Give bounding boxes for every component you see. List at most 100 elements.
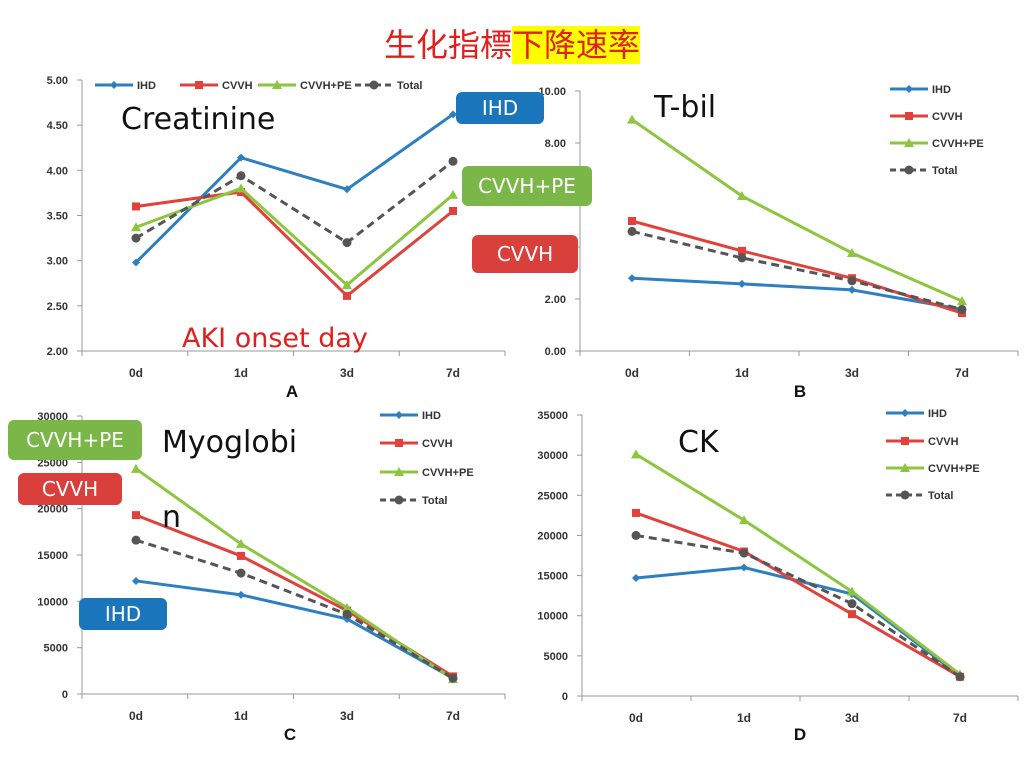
y-tick-label: 5000 [44, 643, 68, 655]
data-point [237, 153, 245, 162]
y-tick-label: 25000 [37, 457, 68, 469]
data-point [847, 586, 857, 596]
data-point [395, 411, 403, 419]
y-tick-label: 20000 [37, 504, 68, 516]
x-tick-label: 0d [129, 366, 143, 380]
y-tick-label: 5.00 [47, 75, 68, 87]
data-point [131, 222, 141, 232]
series-line-cvvh-pe [135, 186, 454, 288]
y-tick-label: 2.00 [545, 294, 566, 306]
x-tick-label: 1d [737, 711, 751, 725]
y-tick-label: 15000 [537, 571, 568, 583]
series-line-ihd [631, 276, 963, 311]
chart-B: 0.00 2.00 8.00 10.00 0d 1d 3d 7d B IHD CVVH CVVH+PE… [538, 84, 1019, 401]
data-point [342, 609, 352, 619]
series-line-cvvh-pe [631, 118, 963, 303]
x-tick-label: 1d [735, 366, 749, 380]
tag-cvvh-pe: CVVH+PE [8, 420, 142, 460]
data-point [847, 247, 857, 257]
slide-title: 生化指標下降速率 [0, 20, 1024, 66]
data-point [627, 226, 637, 236]
data-point [448, 189, 458, 199]
data-point [236, 171, 246, 181]
data-point [195, 81, 203, 89]
y-tick-label: 15000 [37, 550, 68, 562]
data-point [905, 112, 913, 120]
series-line-ihd [635, 566, 961, 678]
data-point [131, 233, 141, 243]
legend-label: IHD [137, 80, 156, 92]
data-point [369, 80, 379, 90]
tag-cvvh: CVVH [472, 235, 578, 273]
y-tick-label: 10.00 [538, 86, 566, 98]
y-tick-label: 10000 [537, 611, 568, 623]
y-tick-label: 2.00 [47, 346, 68, 358]
series-line-cvvh [135, 190, 454, 298]
series-line-total [635, 533, 961, 678]
data-point [395, 439, 403, 447]
title-plain: 生化指標 [383, 26, 512, 64]
panel-letter: D [794, 725, 806, 744]
data-point [738, 246, 746, 255]
tbil-label: T-bil [654, 90, 717, 125]
series-line-cvvh-pe [635, 453, 961, 676]
y-tick-label: 2.50 [47, 301, 68, 313]
data-point [631, 449, 641, 459]
legend-label: CVVH+PE [928, 463, 980, 475]
data-point [628, 274, 636, 283]
x-tick-label: 0d [129, 709, 143, 723]
legend-label: CVVH+PE [300, 80, 352, 92]
data-point [901, 409, 909, 417]
data-point [394, 495, 404, 505]
series-line-ihd [134, 113, 454, 264]
data-point [900, 490, 910, 500]
myoglobin-label-wrap: n [162, 500, 182, 535]
data-point [132, 258, 140, 267]
legend-label: IHD [928, 408, 947, 420]
series-line-ihd [135, 579, 454, 680]
data-point [342, 602, 352, 612]
data-point [110, 81, 118, 89]
data-point [449, 110, 457, 119]
y-tick-label: 20000 [537, 530, 568, 542]
tag-ihd: IHD [79, 598, 167, 630]
y-tick-label: 3.50 [47, 211, 68, 223]
data-point [448, 156, 458, 166]
data-point [905, 85, 913, 93]
tag-cvvh-pe: CVVH+PE [462, 166, 592, 206]
data-point [342, 238, 352, 248]
y-tick-label: 4.50 [47, 120, 68, 132]
tag-ihd: IHD [456, 92, 544, 124]
data-point [955, 672, 965, 682]
title-highlight: 下降速率 [512, 26, 641, 64]
legend-label: CVVH [932, 111, 963, 123]
x-tick-label: 7d [446, 709, 460, 723]
legend-label: CVVH+PE [932, 138, 984, 150]
data-point [848, 285, 856, 294]
y-tick-label: 10000 [37, 596, 68, 608]
data-point [900, 463, 910, 472]
x-tick-label: 3d [845, 711, 859, 725]
data-point [132, 511, 140, 520]
data-point [632, 573, 640, 582]
ck-label: CK [678, 425, 719, 460]
legend-label: Total [397, 80, 422, 92]
x-tick-label: 3d [340, 709, 354, 723]
data-point [237, 551, 245, 560]
x-tick-label: 0d [629, 711, 643, 725]
data-point [904, 165, 914, 175]
series-line-total [631, 229, 963, 311]
data-point [737, 253, 747, 263]
data-point [847, 276, 857, 286]
data-point [901, 437, 909, 445]
x-tick-label: 1d [234, 366, 248, 380]
x-tick-label: 3d [845, 366, 859, 380]
data-point [632, 508, 640, 517]
data-point [738, 279, 746, 288]
y-tick-label: 8.00 [545, 138, 566, 150]
data-point [957, 304, 967, 314]
data-point [131, 535, 141, 545]
legend-label: Total [928, 490, 953, 502]
series-line-cvvh [635, 511, 961, 679]
